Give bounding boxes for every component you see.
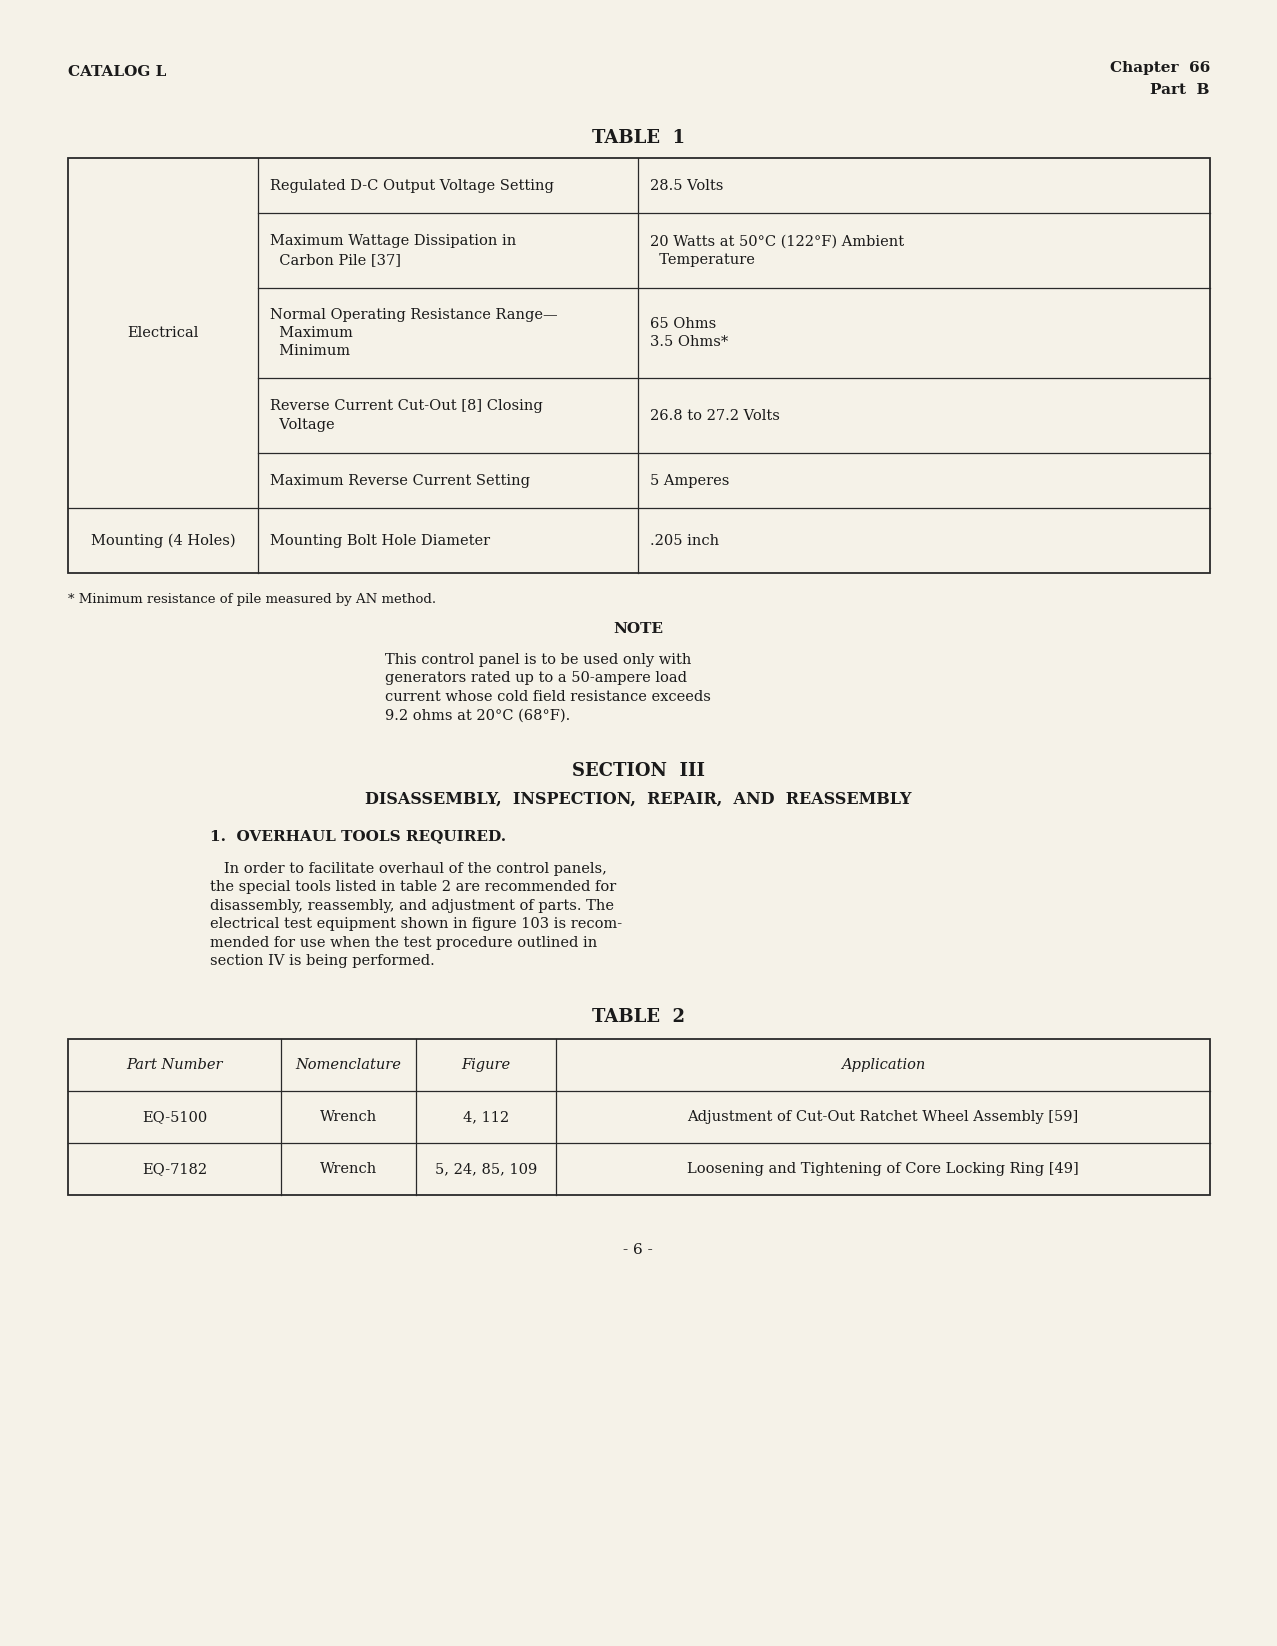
Text: Chapter  66: Chapter 66: [1110, 61, 1211, 76]
Text: Adjustment of Cut-Out Ratchet Wheel Assembly [59]: Adjustment of Cut-Out Ratchet Wheel Asse…: [687, 1109, 1079, 1124]
Text: TABLE  1: TABLE 1: [591, 128, 684, 146]
Text: Loosening and Tightening of Core Locking Ring [49]: Loosening and Tightening of Core Locking…: [687, 1162, 1079, 1175]
Text: Maximum Wattage Dissipation in
  Carbon Pile [37]: Maximum Wattage Dissipation in Carbon Pi…: [269, 234, 516, 267]
Bar: [68, 158, 1211, 573]
Text: Mounting Bolt Hole Diameter: Mounting Bolt Hole Diameter: [269, 533, 490, 548]
Text: Part Number: Part Number: [126, 1058, 222, 1072]
Text: In order to facilitate overhaul of the control panels,
the special tools listed : In order to facilitate overhaul of the c…: [209, 863, 622, 968]
Text: 5, 24, 85, 109: 5, 24, 85, 109: [435, 1162, 538, 1175]
Text: 65 Ohms
3.5 Ohms*: 65 Ohms 3.5 Ohms*: [650, 316, 728, 349]
Text: Reverse Current Cut-Out [8] Closing
  Voltage: Reverse Current Cut-Out [8] Closing Volt…: [269, 400, 543, 431]
Text: 28.5 Volts: 28.5 Volts: [650, 178, 723, 193]
Text: 20 Watts at 50°C (122°F) Ambient
  Temperature: 20 Watts at 50°C (122°F) Ambient Tempera…: [650, 234, 904, 267]
Text: .205 inch: .205 inch: [650, 533, 719, 548]
Text: Wrench: Wrench: [319, 1162, 377, 1175]
Text: TABLE  2: TABLE 2: [591, 1007, 684, 1025]
Text: EQ-5100: EQ-5100: [142, 1109, 207, 1124]
Text: Part  B: Part B: [1151, 82, 1211, 97]
Text: NOTE: NOTE: [613, 622, 663, 635]
Text: SECTION  III: SECTION III: [572, 762, 705, 780]
Text: - 6 -: - 6 -: [623, 1243, 653, 1258]
Text: 5 Amperes: 5 Amperes: [650, 474, 729, 487]
Text: Application: Application: [840, 1058, 925, 1072]
Text: 26.8 to 27.2 Volts: 26.8 to 27.2 Volts: [650, 408, 780, 423]
Text: Mounting (4 Holes): Mounting (4 Holes): [91, 533, 235, 548]
Text: EQ-7182: EQ-7182: [142, 1162, 207, 1175]
Text: This control panel is to be used only with
generators rated up to a 50-ampere lo: This control panel is to be used only wi…: [384, 653, 711, 723]
Text: Maximum Reverse Current Setting: Maximum Reverse Current Setting: [269, 474, 530, 487]
Text: Nomenclature: Nomenclature: [295, 1058, 401, 1072]
Text: CATALOG L: CATALOG L: [68, 64, 166, 79]
Bar: [68, 1039, 1211, 1195]
Text: 1.  OVERHAUL TOOLS REQUIRED.: 1. OVERHAUL TOOLS REQUIRED.: [209, 830, 506, 843]
Text: Wrench: Wrench: [319, 1109, 377, 1124]
Text: 4, 112: 4, 112: [464, 1109, 510, 1124]
Text: Regulated D-C Output Voltage Setting: Regulated D-C Output Voltage Setting: [269, 178, 554, 193]
Text: * Minimum resistance of pile measured by AN method.: * Minimum resistance of pile measured by…: [68, 593, 437, 606]
Text: Figure: Figure: [461, 1058, 511, 1072]
Text: Electrical: Electrical: [128, 326, 199, 341]
Text: DISASSEMBLY,  INSPECTION,  REPAIR,  AND  REASSEMBLY: DISASSEMBLY, INSPECTION, REPAIR, AND REA…: [365, 790, 912, 808]
Text: Normal Operating Resistance Range—
  Maximum
  Minimum: Normal Operating Resistance Range— Maxim…: [269, 308, 558, 359]
